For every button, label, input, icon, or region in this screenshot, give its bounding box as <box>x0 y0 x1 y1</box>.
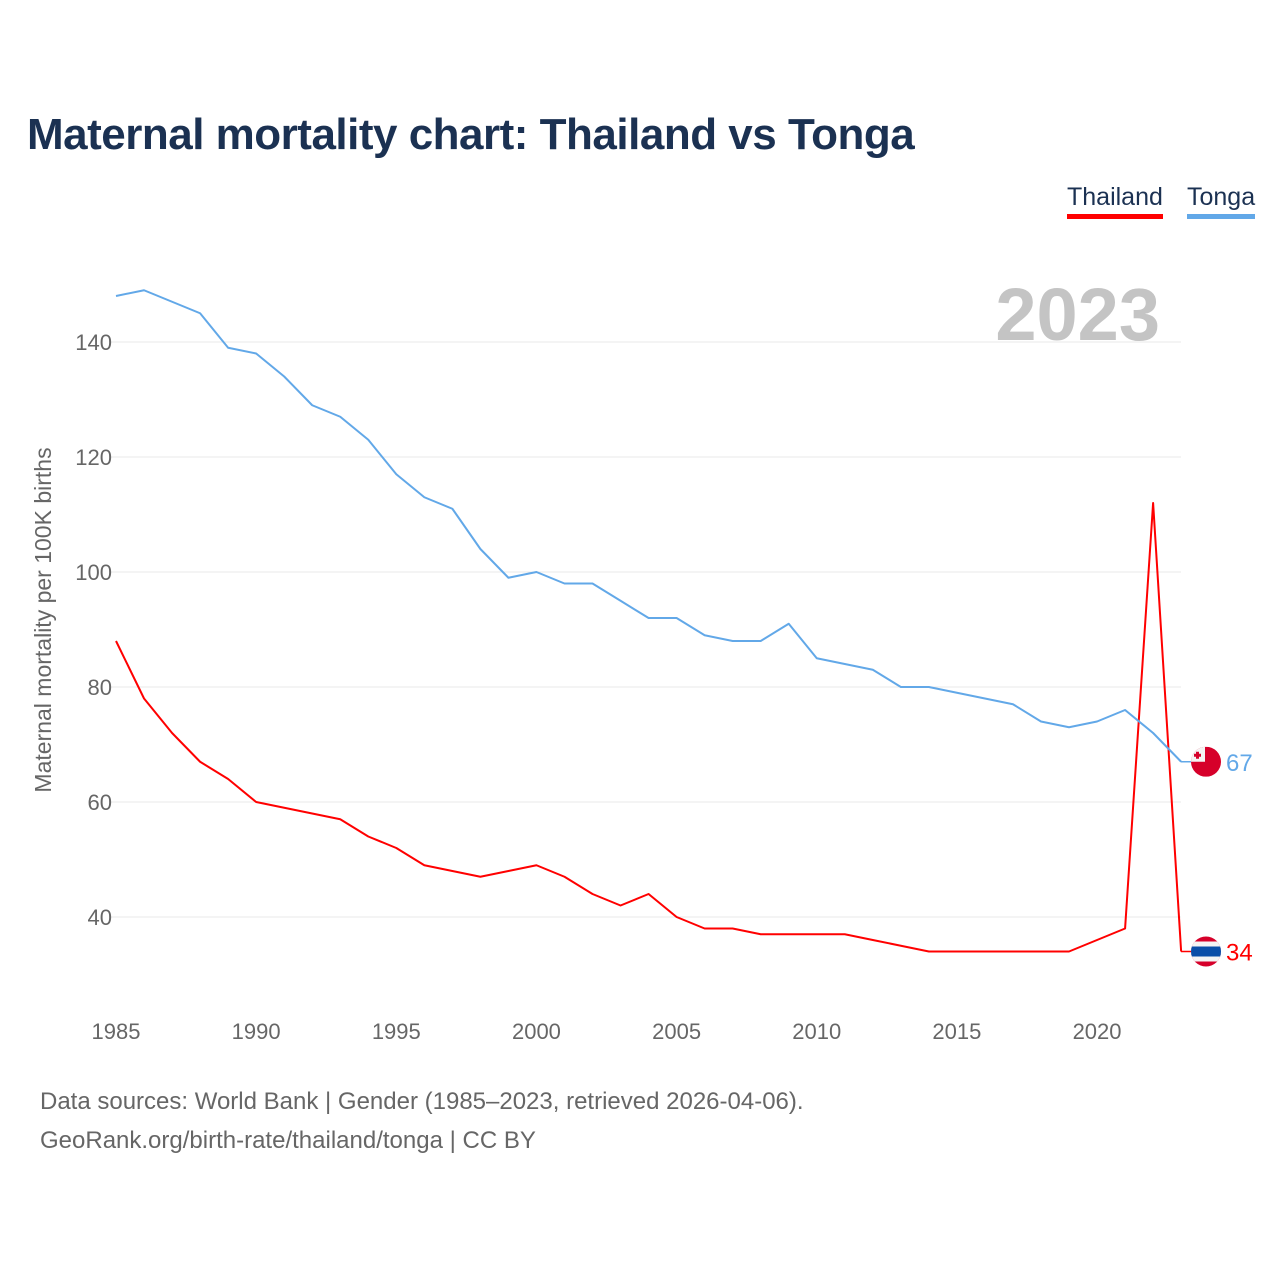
x-tick-label: 2015 <box>932 1019 981 1044</box>
thailand-flag-icon <box>1191 936 1221 967</box>
y-tick-label: 80 <box>88 675 112 700</box>
series-line-thailand <box>115 502 1183 953</box>
end-value-label-tonga: 67 <box>1226 750 1253 777</box>
y-tick-label: 60 <box>88 790 112 815</box>
y-tick-label: 120 <box>75 445 112 470</box>
end-value-label-thailand: 34 <box>1226 940 1253 967</box>
chart-title: Maternal mortality chart: Thailand vs To… <box>27 110 915 159</box>
y-axis-label: Maternal mortality per 100K births <box>30 447 56 792</box>
x-tick-label: 2000 <box>512 1019 561 1044</box>
x-tick-label: 2005 <box>652 1019 701 1044</box>
x-tick-label: 1985 <box>92 1019 141 1044</box>
y-tick-label: 100 <box>75 560 112 585</box>
series-line-tonga <box>115 289 1182 763</box>
legend-item-thailand[interactable]: Thailand <box>1067 183 1163 219</box>
legend-item-tonga[interactable]: Tonga <box>1187 183 1256 219</box>
year-watermark: 2023 <box>995 273 1160 356</box>
x-tick-label: 1995 <box>372 1019 421 1044</box>
x-tick-label: 1990 <box>232 1019 281 1044</box>
y-tick-label: 140 <box>75 330 112 355</box>
y-tick-label: 40 <box>88 905 112 930</box>
footer-sources: Data sources: World Bank | Gender (1985–… <box>40 1088 804 1115</box>
x-tick-label: 2010 <box>792 1019 841 1044</box>
footer-credit: GeoRank.org/birth-rate/thailand/tonga | … <box>40 1127 536 1154</box>
x-tick-label: 2020 <box>1073 1019 1122 1044</box>
tonga-flag-icon <box>1191 746 1221 777</box>
